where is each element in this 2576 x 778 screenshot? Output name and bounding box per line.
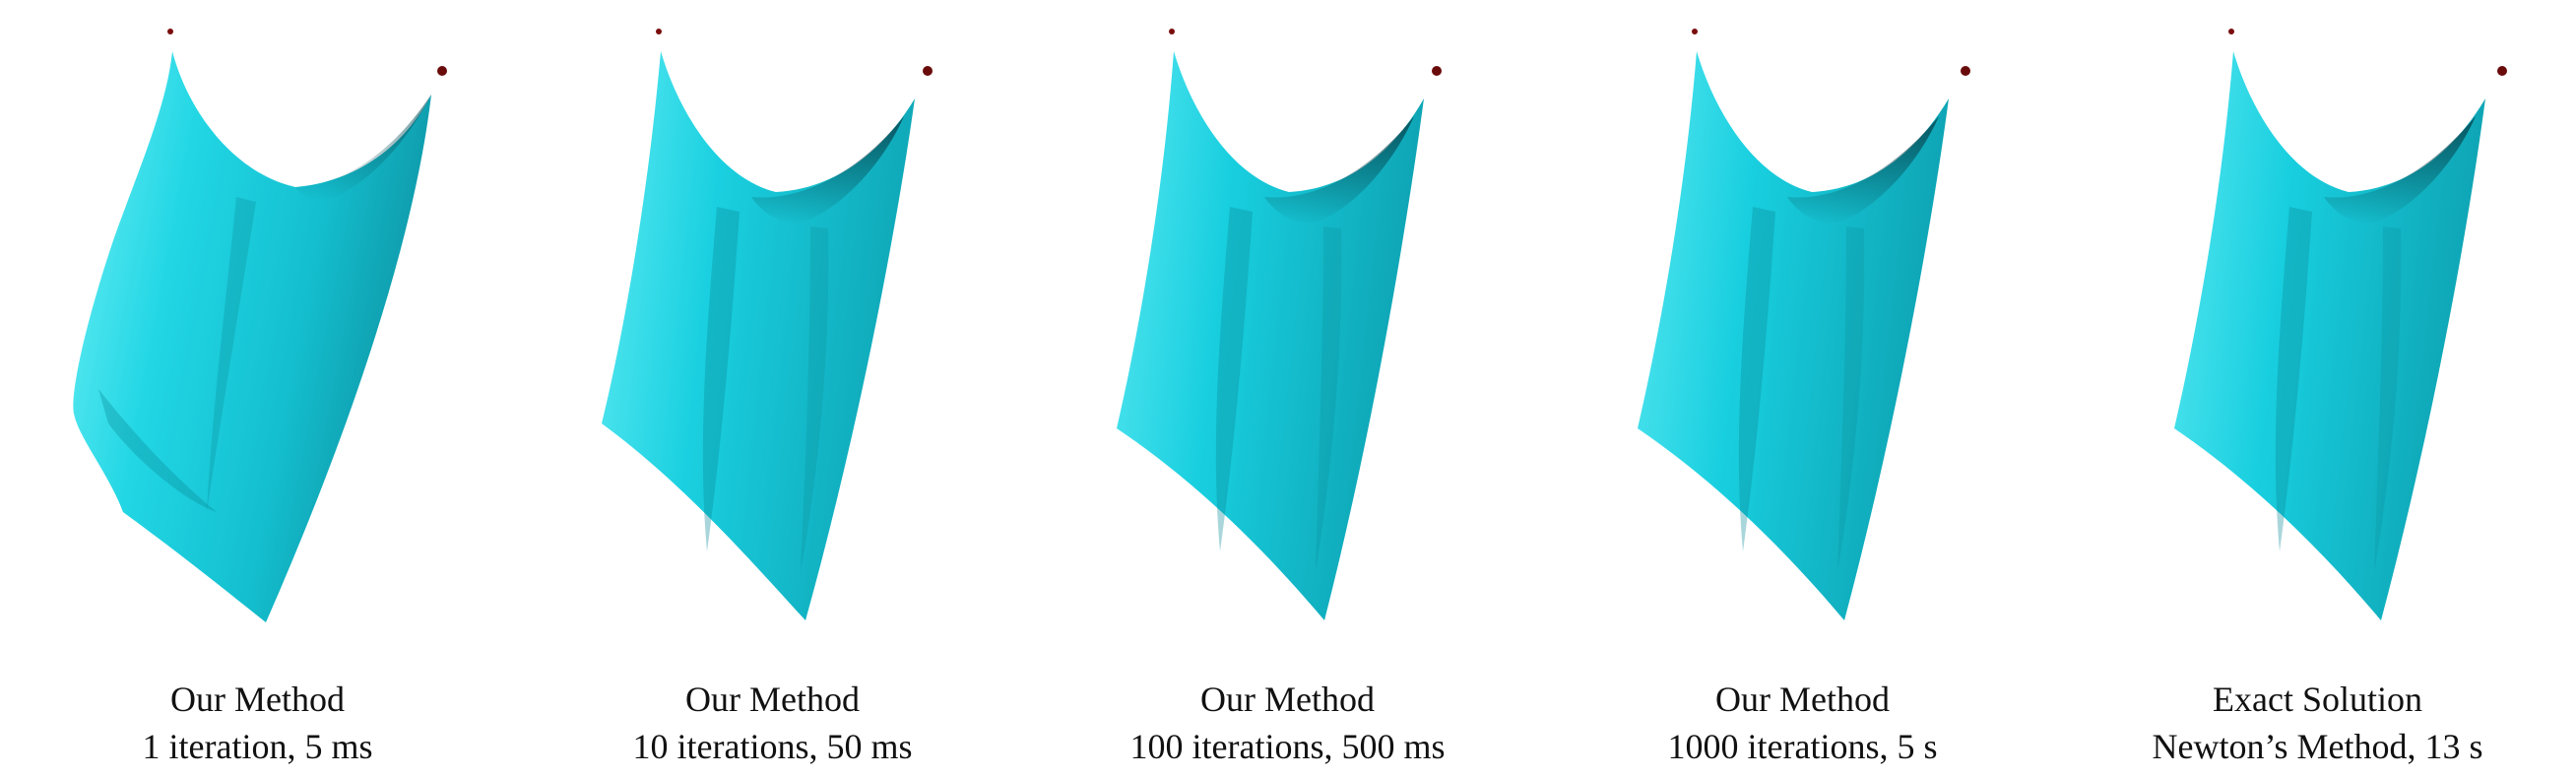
panel-1: Our Method 1 iteration, 5 ms	[0, 0, 515, 778]
pin-point	[656, 29, 662, 34]
cloth-fold	[1316, 227, 1342, 571]
panel-3: Our Method 100 iterations, 500 ms	[1030, 0, 1545, 778]
cloth-fold	[702, 207, 740, 551]
cloth-surface	[1117, 51, 1424, 620]
pin-point	[437, 66, 447, 76]
panel-5: Exact Solution Newton’s Method, 13 s	[2060, 0, 2575, 778]
panel-4: Our Method 1000 iterations, 5 s	[1545, 0, 2060, 778]
cloth-render-1	[73, 29, 447, 622]
caption: Our Method 10 iterations, 50 ms	[515, 676, 1030, 770]
cloth-fold	[1264, 116, 1414, 225]
cloth-fold	[751, 116, 904, 225]
cloth-surface	[1638, 51, 1949, 620]
pin-point	[167, 29, 173, 34]
cloth-render-5	[2174, 29, 2507, 620]
pin-point	[1432, 66, 1442, 76]
cloth-fold	[295, 95, 431, 202]
pin-point	[1961, 66, 1970, 76]
caption: Our Method 1 iteration, 5 ms	[0, 676, 515, 770]
caption-detail: 10 iterations, 50 ms	[632, 727, 913, 766]
caption-detail: 1000 iterations, 5 s	[1667, 727, 1938, 766]
cloth-fold	[207, 197, 256, 512]
caption: Exact Solution Newton’s Method, 13 s	[2060, 676, 2575, 770]
caption: Our Method 100 iterations, 500 ms	[1030, 676, 1545, 770]
caption-method: Our Method	[170, 680, 345, 719]
pin-point	[1692, 29, 1698, 34]
caption-method: Our Method	[1715, 680, 1890, 719]
cloth-render-3	[1117, 29, 1442, 620]
cloth-fold	[1787, 116, 1939, 225]
cloth-render-4	[1638, 29, 1970, 620]
pin-point	[2228, 29, 2234, 34]
cloth-render-2	[602, 29, 933, 620]
pin-point	[2497, 66, 2507, 76]
caption-method: Our Method	[685, 680, 860, 719]
cloth-fold	[801, 227, 829, 571]
caption-method: Our Method	[1200, 680, 1375, 719]
caption-method: Exact Solution	[2213, 680, 2422, 719]
caption-detail: 1 iteration, 5 ms	[142, 727, 373, 766]
caption: Our Method 1000 iterations, 5 s	[1545, 676, 2060, 770]
caption-detail: 100 iterations, 500 ms	[1129, 727, 1446, 766]
panel-2: Our Method 10 iterations, 50 ms	[515, 0, 1030, 778]
cloth-fold	[1215, 207, 1253, 551]
cloth-fold	[2374, 227, 2402, 571]
pin-point	[1169, 29, 1175, 34]
cloth-surface	[2174, 51, 2485, 620]
caption-detail: Newton’s Method, 13 s	[2152, 727, 2483, 766]
cloth-fold	[2324, 116, 2476, 225]
cloth-surface	[73, 51, 432, 622]
pin-point	[923, 66, 933, 76]
cloth-surface	[602, 51, 915, 620]
cloth-fold	[2275, 207, 2312, 551]
cloth-fold	[1837, 227, 1865, 571]
cloth-fold	[1738, 207, 1775, 551]
